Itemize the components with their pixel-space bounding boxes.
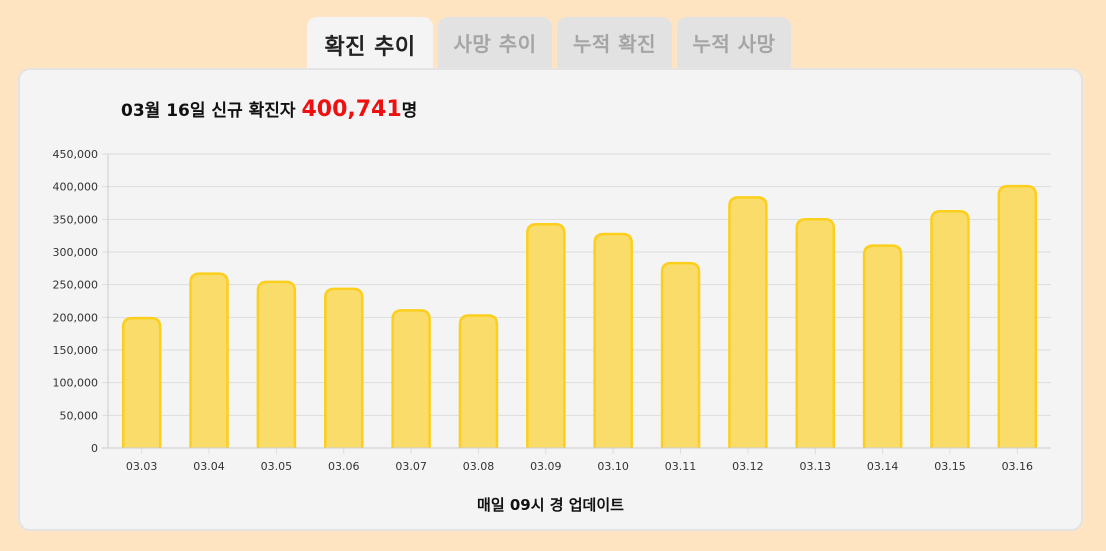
bar-03.04[interactable] xyxy=(189,272,229,448)
x-tick-label: 03.15 xyxy=(934,460,966,473)
bar-03.14[interactable] xyxy=(862,244,903,448)
update-note: 매일 09시 경 업데이트 xyxy=(477,496,624,514)
bar-03.12[interactable] xyxy=(728,196,768,448)
x-tick-label: 03.09 xyxy=(530,460,562,473)
bar-03.05[interactable] xyxy=(256,280,297,448)
headline: 03월 16일 신규 확진자 400,741명 xyxy=(121,96,417,122)
tab-confirmed-trend[interactable]: 확진 추이 xyxy=(307,17,433,69)
x-tick-label: 03.07 xyxy=(395,460,427,473)
y-tick-label: 400,000 xyxy=(53,181,99,194)
y-tick-label: 150,000 xyxy=(53,344,99,357)
bar-chart: 0 50,000 100,000 150,000 200,000 250,000 300,0… xyxy=(53,148,1051,473)
bar-03.06[interactable] xyxy=(324,287,364,448)
headline-count: 400,741 xyxy=(301,97,402,122)
y-tick-label: 450,000 xyxy=(53,148,99,161)
bar-03.10[interactable] xyxy=(593,232,633,448)
tab-cumulative-death[interactable]: 누적 사망 xyxy=(677,17,791,69)
x-tick-label: 03.12 xyxy=(732,460,764,473)
x-tick-label: 03.11 xyxy=(665,460,697,473)
bar-03.08[interactable] xyxy=(458,314,499,448)
x-tick-label: 03.04 xyxy=(193,460,225,473)
y-tick-label: 200,000 xyxy=(53,311,99,324)
tab-bar: 확진 추이 사망 추이 누적 확진 누적 사망 xyxy=(307,17,791,69)
bar-03.15[interactable] xyxy=(930,210,970,448)
y-tick-label: 100,000 xyxy=(53,377,99,390)
y-tick-label: 0 xyxy=(91,442,98,455)
x-tick-label: 03.14 xyxy=(867,460,899,473)
y-tick-label: 300,000 xyxy=(53,246,99,259)
tab-cumulative-confirmed[interactable]: 누적 확진 xyxy=(557,17,672,69)
chart-card: 03월 16일 신규 확진자 400,741명 0 50,000 100,000 15… xyxy=(18,68,1083,531)
bar-03.13[interactable] xyxy=(795,217,835,448)
tab-death-trend[interactable]: 사망 추이 xyxy=(438,17,552,69)
bar-03.16[interactable] xyxy=(997,184,1038,448)
headline-prefix: 03월 16일 신규 확진자 xyxy=(121,101,302,121)
headline-suffix: 명 xyxy=(401,101,418,121)
x-tick-label: 03.13 xyxy=(800,460,832,473)
x-tick-label: 03.08 xyxy=(463,460,495,473)
y-tick-label: 350,000 xyxy=(53,213,99,226)
bar-03.11[interactable] xyxy=(660,261,701,448)
x-tick-label: 03.06 xyxy=(328,460,360,473)
x-tick-label: 03.05 xyxy=(261,460,293,473)
y-tick-label: 250,000 xyxy=(53,279,99,292)
x-tick-label: 03.10 xyxy=(597,460,629,473)
bar-03.03[interactable] xyxy=(121,316,162,448)
y-tick-label: 50,000 xyxy=(60,409,99,422)
bar-03.07[interactable] xyxy=(391,309,431,448)
x-tick-label: 03.16 xyxy=(1002,460,1034,473)
x-tick-label: 03.03 xyxy=(126,460,158,473)
bar-03.09[interactable] xyxy=(526,223,566,448)
